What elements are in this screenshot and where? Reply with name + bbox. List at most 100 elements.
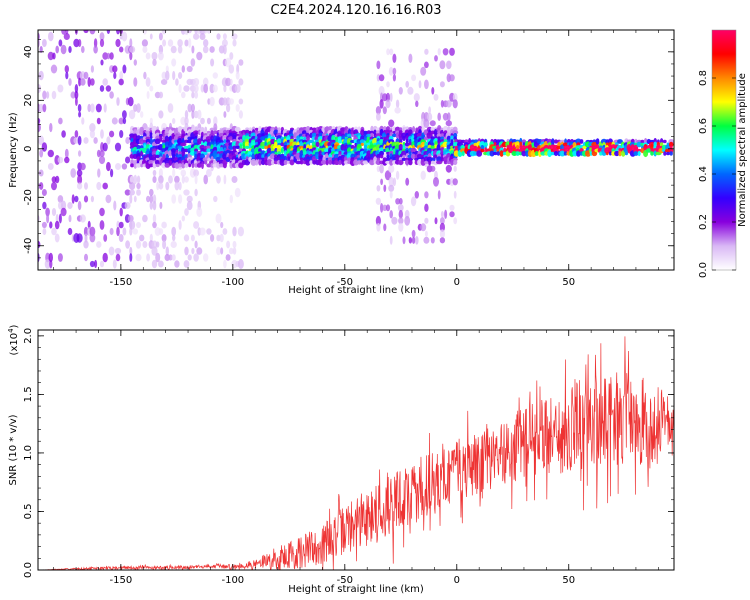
spectrogram-cell bbox=[219, 233, 224, 243]
spectrogram-cell bbox=[446, 144, 452, 151]
spectrogram-cell bbox=[191, 45, 195, 54]
spectrogram-cell bbox=[125, 240, 130, 249]
spectrogram-cell bbox=[83, 195, 89, 203]
spectrogram-cell bbox=[191, 247, 195, 255]
spectrogram-cell bbox=[388, 176, 394, 187]
spectrogram-cell bbox=[184, 176, 189, 183]
spectrogram-x-tick-label: -100 bbox=[221, 277, 244, 288]
spectrogram-cell bbox=[480, 144, 485, 151]
spectrogram-cell bbox=[410, 153, 417, 160]
spectrogram-cell bbox=[49, 221, 53, 229]
spectrogram-cell bbox=[119, 130, 124, 138]
spectrogram-cell bbox=[168, 175, 173, 184]
spectrogram-cell bbox=[81, 117, 85, 125]
spectrogram-cell bbox=[194, 148, 199, 153]
spectrogram-cell bbox=[178, 194, 183, 204]
spectrogram-cell bbox=[87, 220, 91, 230]
spectrogram-cell bbox=[270, 138, 276, 144]
spectrogram-cell bbox=[115, 253, 121, 262]
spectrogram-cell bbox=[226, 103, 231, 113]
spectrogram-cell bbox=[453, 165, 457, 172]
spectrogram-cell bbox=[320, 160, 328, 165]
spectrogram-cell bbox=[89, 123, 96, 132]
spectrogram-cell bbox=[415, 100, 419, 108]
spectrogram-cell bbox=[191, 110, 195, 119]
spectrogram-cell bbox=[132, 228, 138, 235]
spectrogram-cell bbox=[188, 163, 192, 168]
spectrogram-cell bbox=[165, 70, 170, 81]
spectrogram-cell bbox=[386, 157, 390, 162]
spectrogram-cell bbox=[151, 259, 158, 269]
spectrogram-cell bbox=[177, 125, 183, 133]
spectrogram-cell bbox=[398, 136, 403, 141]
spectrogram-cell bbox=[130, 163, 135, 168]
spectrogram-cell bbox=[221, 127, 228, 132]
spectrogram-cell bbox=[161, 30, 167, 35]
spectrogram-cell bbox=[429, 120, 436, 127]
spectrogram-cell bbox=[184, 39, 189, 47]
spectrogram-cell bbox=[430, 157, 436, 162]
spectrogram-cell bbox=[344, 132, 349, 139]
spectrogram-cell bbox=[115, 38, 121, 48]
spectrogram-cell bbox=[222, 134, 228, 142]
spectrogram-cell bbox=[210, 162, 214, 168]
spectrogram-cell bbox=[83, 226, 89, 237]
spectrogram-cell bbox=[392, 130, 396, 135]
spectrogram-cell bbox=[411, 74, 417, 82]
spectrogram-cell bbox=[388, 184, 395, 192]
spectrogram-cell bbox=[184, 162, 189, 168]
spectrogram-cell bbox=[499, 150, 504, 157]
spectrogram-cell bbox=[149, 33, 153, 40]
spectrogram-cell bbox=[203, 253, 209, 262]
spectrogram-cell bbox=[394, 107, 401, 114]
spectrogram-cell bbox=[46, 213, 50, 224]
spectrogram-cell bbox=[139, 234, 145, 242]
spectrogram-cell bbox=[449, 211, 455, 218]
spectrogram-y-tick-label: 0 bbox=[23, 146, 34, 152]
spectrogram-cell bbox=[78, 77, 82, 87]
spectrogram-cell bbox=[376, 60, 381, 70]
spectrogram-cell bbox=[232, 226, 237, 237]
spectrogram-cell bbox=[199, 33, 206, 40]
spectrogram-cell bbox=[42, 227, 47, 236]
spectrogram-cell bbox=[57, 195, 64, 203]
spectrogram-cell bbox=[234, 187, 241, 198]
spectrogram-cell bbox=[78, 111, 82, 118]
spectrogram-cell bbox=[200, 84, 205, 93]
spectrogram-cell bbox=[119, 71, 124, 80]
spectrogram-cell bbox=[534, 151, 539, 156]
spectrogram-cell bbox=[395, 157, 400, 161]
spectrogram-cell bbox=[174, 260, 180, 268]
spectrogram-cell bbox=[453, 190, 457, 199]
spectrogram-cell bbox=[385, 129, 391, 136]
spectrogram-cell bbox=[213, 127, 217, 132]
spectrogram-cell bbox=[111, 117, 118, 125]
spectrogram-cell bbox=[129, 220, 136, 230]
spectrogram-cell bbox=[405, 139, 409, 144]
spectrogram-cell bbox=[292, 148, 298, 153]
snr-x-tick-label: 50 bbox=[562, 575, 575, 586]
spectrogram-cell bbox=[410, 196, 417, 207]
spectrogram-cell bbox=[108, 246, 115, 256]
spectrogram-cell bbox=[42, 201, 47, 210]
spectrogram-cell bbox=[232, 247, 237, 255]
spectrogram-cell bbox=[394, 126, 401, 133]
spectrogram-cell bbox=[346, 133, 353, 138]
spectrogram-cell bbox=[599, 151, 603, 156]
spectrogram-cell bbox=[203, 83, 208, 94]
spectrogram-cell bbox=[194, 240, 198, 249]
spectrogram-cell bbox=[199, 227, 206, 236]
spectrogram-cell bbox=[418, 80, 422, 89]
spectrogram-cell bbox=[84, 182, 88, 190]
spectrogram-cell bbox=[152, 176, 157, 183]
spectrogram-cell bbox=[605, 151, 609, 156]
spectrogram-cell bbox=[668, 141, 674, 148]
spectrogram-cell bbox=[89, 233, 96, 243]
spectrogram-cell bbox=[424, 48, 429, 55]
spectrogram-cell bbox=[420, 223, 427, 232]
spectrogram-y-axis: -40 -20 0 20 40 bbox=[23, 39, 674, 271]
spectrogram-cell bbox=[149, 117, 153, 125]
spectrogram-cell bbox=[424, 203, 429, 212]
spectrogram-cell bbox=[181, 91, 186, 99]
spectrogram-cell bbox=[98, 155, 106, 165]
